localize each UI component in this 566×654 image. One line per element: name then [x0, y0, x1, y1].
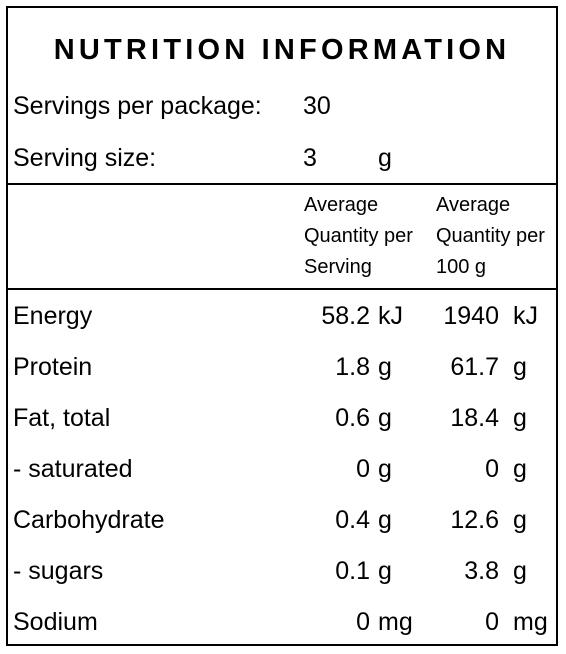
serving-size-label: Serving size: — [13, 144, 157, 172]
nutrient-row: Fat, total 0.6 g 18.4 g — [8, 404, 556, 434]
per-serving-value: 0.1 — [335, 557, 370, 585]
nutrient-name: Carbohydrate — [13, 506, 165, 534]
per-100g-value: 0 — [485, 608, 499, 636]
nutrient-row: Carbohydrate 0.4 g 12.6 g — [8, 506, 556, 536]
per-100g-unit: g — [513, 404, 527, 432]
per-serving-value: 0.4 — [335, 506, 370, 534]
column-header-per-serving-line: Average — [304, 194, 379, 216]
per-100g-value: 61.7 — [450, 353, 499, 381]
per-100g-unit: kJ — [513, 302, 538, 330]
nutrient-row: Energy 58.2 kJ 1940 kJ — [8, 302, 556, 332]
per-100g-unit: g — [513, 557, 527, 585]
column-header-per-100g-line: Quantity per — [436, 225, 545, 247]
per-100g-unit: g — [513, 353, 527, 381]
nutrient-name: Protein — [13, 353, 93, 381]
per-serving-unit: g — [378, 404, 392, 432]
per-100g-unit: mg — [513, 608, 548, 636]
column-header-per-100g: Average Quantity per 100 g — [436, 190, 545, 283]
per-serving-unit: g — [378, 506, 392, 534]
servings-per-package-row: Servings per package: 30 — [8, 92, 556, 122]
nutrient-row: Protein 1.8 g 61.7 g — [8, 353, 556, 383]
per-100g-value: 18.4 — [450, 404, 499, 432]
per-100g-value: 0 — [485, 455, 499, 483]
per-serving-value: 0 — [356, 455, 370, 483]
per-serving-value: 0 — [356, 608, 370, 636]
per-serving-value: 1.8 — [335, 353, 370, 381]
nutrient-row: - saturated 0 g 0 g — [8, 455, 556, 485]
nutrient-row: Sodium 0 mg 0 mg — [8, 608, 556, 638]
nutrition-panel: NUTRITION INFORMATION Servings per packa… — [6, 6, 558, 646]
column-header-per-serving-line: Serving — [304, 256, 372, 278]
per-100g-unit: g — [513, 455, 527, 483]
per-serving-unit: g — [378, 557, 392, 585]
per-serving-unit: kJ — [378, 302, 403, 330]
column-header-per-100g-line: Average — [436, 194, 511, 216]
serving-size-value: 3 — [303, 144, 317, 172]
column-header-per-serving-line: Quantity per — [304, 225, 413, 247]
nutrient-name: Fat, total — [13, 404, 111, 432]
panel-title: NUTRITION INFORMATION — [53, 34, 511, 66]
divider-top — [8, 183, 556, 185]
per-100g-value: 1940 — [443, 302, 499, 330]
per-serving-unit: mg — [378, 608, 413, 636]
per-100g-value: 3.8 — [464, 557, 499, 585]
per-100g-value: 12.6 — [450, 506, 499, 534]
column-header-per-100g-line: 100 g — [436, 256, 487, 278]
nutrient-row: - sugars 0.1 g 3.8 g — [8, 557, 556, 587]
serving-size-row: Serving size: 3 g — [8, 144, 556, 174]
nutrient-name: Sodium — [13, 608, 98, 636]
per-serving-unit: g — [378, 455, 392, 483]
servings-per-package-value: 30 — [303, 92, 331, 120]
serving-size-unit: g — [378, 144, 392, 172]
per-serving-value: 0.6 — [335, 404, 370, 432]
per-serving-value: 58.2 — [321, 302, 370, 330]
nutrient-name: - saturated — [13, 455, 133, 483]
nutrient-name: Energy — [13, 302, 93, 330]
divider-header — [8, 288, 556, 290]
nutrient-name: - sugars — [13, 557, 104, 585]
servings-per-package-label: Servings per package: — [13, 92, 262, 120]
column-header-per-serving: Average Quantity per Serving — [304, 190, 413, 283]
per-100g-unit: g — [513, 506, 527, 534]
per-serving-unit: g — [378, 353, 392, 381]
